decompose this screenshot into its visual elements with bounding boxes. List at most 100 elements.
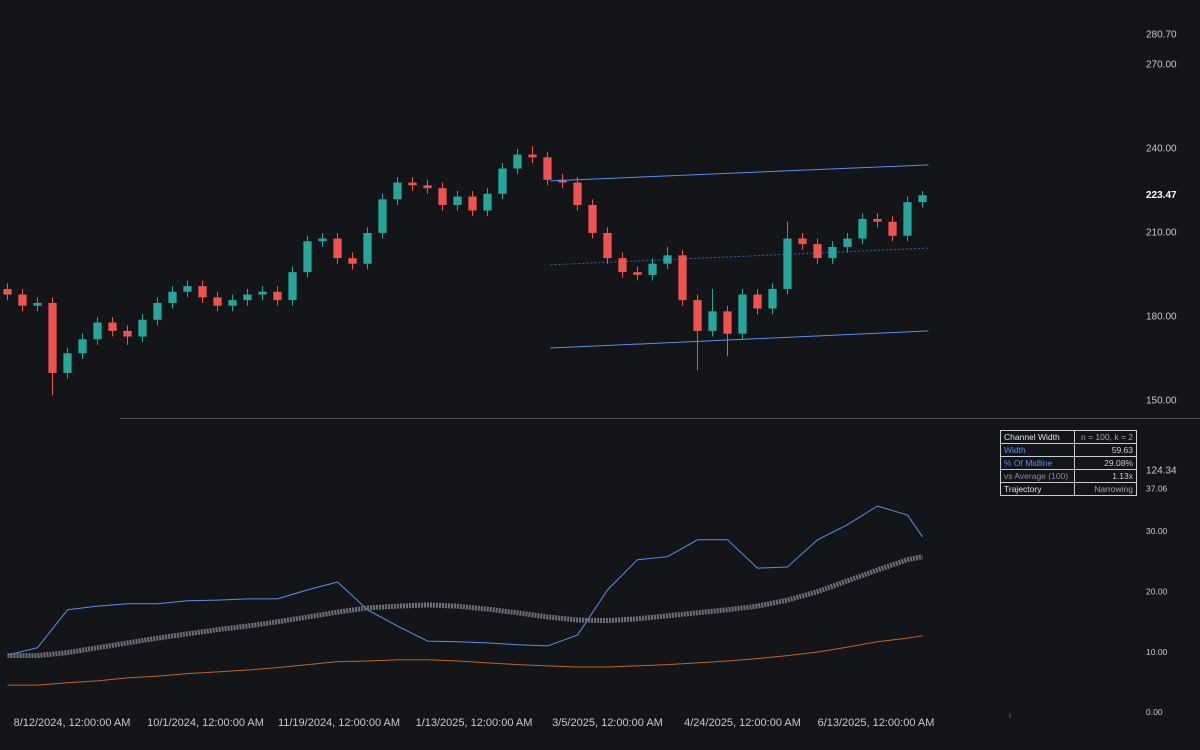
- cell: 29.08%: [1074, 456, 1137, 470]
- candle-body: [543, 157, 552, 180]
- channel-upper: [550, 164, 929, 182]
- row: vs Average (100) 1.13x: [999, 469, 1137, 483]
- y-tick-label: 210.00: [1146, 228, 1177, 239]
- candle-body: [408, 182, 417, 186]
- candle-body: [888, 221, 897, 236]
- candle-body: [618, 258, 627, 273]
- candle-body: [198, 286, 207, 298]
- candle-body: [738, 294, 747, 334]
- last-price-label: 223.47: [1146, 190, 1177, 201]
- indicator-line: [7, 554, 923, 659]
- cell: Channel Width: [999, 430, 1076, 444]
- cell: vs Average (100): [999, 469, 1076, 483]
- candle-body: [333, 238, 342, 259]
- row: Trajectory Narrowing: [999, 482, 1137, 496]
- candle-body: [453, 196, 462, 205]
- y-tick-label: 37.06: [1146, 484, 1168, 494]
- candle-body: [798, 238, 807, 245]
- candle-body: [603, 232, 612, 259]
- candle-body: [393, 182, 402, 200]
- x-tick-label: 3/5/2025, 12:00:00 AM: [552, 717, 663, 729]
- candle-body: [63, 353, 72, 373]
- candle-body: [78, 339, 87, 354]
- candle-body: [258, 291, 267, 295]
- info-table: Channel Width n = 100, k = 2 Width 59.63 %…: [999, 430, 1137, 496]
- candle-body: [858, 218, 867, 239]
- candle-body: [468, 196, 477, 211]
- candle-body: [573, 182, 582, 205]
- candle-body: [843, 238, 852, 247]
- candle-body: [828, 246, 837, 259]
- candle-body: [48, 302, 57, 373]
- candle-body: [768, 288, 777, 309]
- candle-body: [438, 188, 447, 205]
- y-tick-label: 10.00: [1146, 647, 1168, 657]
- candle-body: [363, 232, 372, 264]
- indicator-line: [7, 505, 923, 656]
- y-tick-label: 20.00: [1146, 587, 1168, 597]
- candle-body: [678, 255, 687, 301]
- x-tick-label: 4/24/2025, 12:00:00 AM: [684, 717, 801, 729]
- cell: Trajectory: [999, 482, 1076, 496]
- x-tick-label: 6/13/2025, 12:00:00 AM: [818, 717, 935, 729]
- candle-body: [723, 311, 732, 334]
- cell: n = 100, k = 2: [1074, 430, 1137, 444]
- row: % Of Midline 29.08%: [999, 456, 1137, 470]
- candle-body: [138, 319, 147, 337]
- cell: 59.63: [1074, 443, 1137, 457]
- cell: Width: [999, 443, 1076, 457]
- candle-body: [783, 238, 792, 289]
- candle-body: [513, 154, 522, 169]
- scale-label: 124.34: [1146, 466, 1177, 477]
- candle-body: [348, 258, 357, 264]
- candle-body: [18, 294, 27, 306]
- candle-body: [303, 241, 312, 273]
- candle-body: [423, 185, 432, 189]
- x-tick-label: 11/19/2024, 12:00:00 AM: [278, 717, 400, 729]
- candle-body: [183, 286, 192, 292]
- candle-body: [243, 294, 252, 301]
- candle-body: [213, 297, 222, 306]
- x-tick-label: 10/1/2024, 12:00:00 AM: [147, 717, 264, 729]
- candle-body: [108, 322, 117, 331]
- candle-body: [273, 291, 282, 301]
- x-tick-label: 8/12/2024, 12:00:00 AM: [14, 717, 131, 729]
- candle-body: [633, 272, 642, 275]
- candle-body: [558, 179, 567, 183]
- candle-body: [318, 238, 327, 242]
- candle-body: [753, 294, 762, 309]
- cell: % Of Midline: [999, 456, 1076, 470]
- channel-middle: [550, 247, 929, 266]
- y-tick-label: 240.00: [1146, 144, 1177, 155]
- candle-body: [693, 300, 702, 331]
- candle-body: [648, 263, 657, 275]
- x-tick-label: 1/13/2025, 12:00:00 AM: [416, 717, 533, 729]
- indicator-line: [7, 635, 923, 686]
- y-tick-label: 280.70: [1146, 30, 1177, 41]
- candle-body: [903, 202, 912, 236]
- candle-body: [483, 193, 492, 211]
- candle-body: [288, 272, 297, 301]
- candle-body: [378, 199, 387, 233]
- cell: 1.13x: [1074, 469, 1137, 483]
- y-tick-label: 30.00: [1146, 526, 1168, 536]
- candle-body: [498, 168, 507, 194]
- candle-body: [228, 300, 237, 306]
- candle-body: [588, 204, 597, 233]
- candle-body: [528, 154, 537, 158]
- cell: Narrowing: [1074, 482, 1137, 496]
- y-tick-label: 180.00: [1146, 312, 1177, 323]
- y-tick-label: 0.00: [1146, 707, 1163, 717]
- y-tick-label: 270.00: [1146, 60, 1177, 71]
- candle-body: [153, 302, 162, 320]
- candle-body: [918, 195, 927, 203]
- row: Channel Width n = 100, k = 2: [999, 430, 1137, 444]
- candle-body: [3, 288, 12, 295]
- candle-body: [873, 218, 882, 222]
- y-tick-label: 150.00: [1146, 396, 1177, 407]
- candle-body: [93, 322, 102, 340]
- candle-body: [168, 291, 177, 303]
- candle-body: [708, 311, 717, 331]
